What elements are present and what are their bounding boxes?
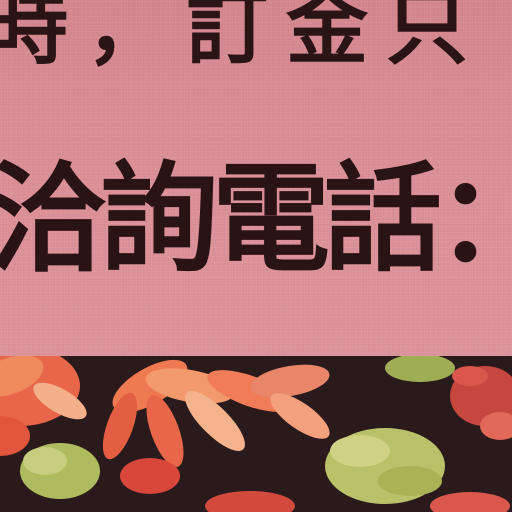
pink-paper-sign: 時，訂金只 洽詢電話： <box>0 0 512 356</box>
green-leaf-left <box>20 443 100 499</box>
sign-text-top-line: 時，訂金只 <box>0 0 487 76</box>
orange-flower-left <box>0 346 87 456</box>
sign-text-phone-inquiry: 洽詢電話： <box>0 150 512 288</box>
red-flower-bottom <box>205 491 510 512</box>
floral-pattern <box>0 346 512 512</box>
red-flower-right <box>450 366 512 440</box>
orange-flower-center <box>102 359 330 494</box>
floral-fabric <box>0 346 512 512</box>
green-flower-right <box>325 354 455 504</box>
paper-texture <box>0 0 512 356</box>
